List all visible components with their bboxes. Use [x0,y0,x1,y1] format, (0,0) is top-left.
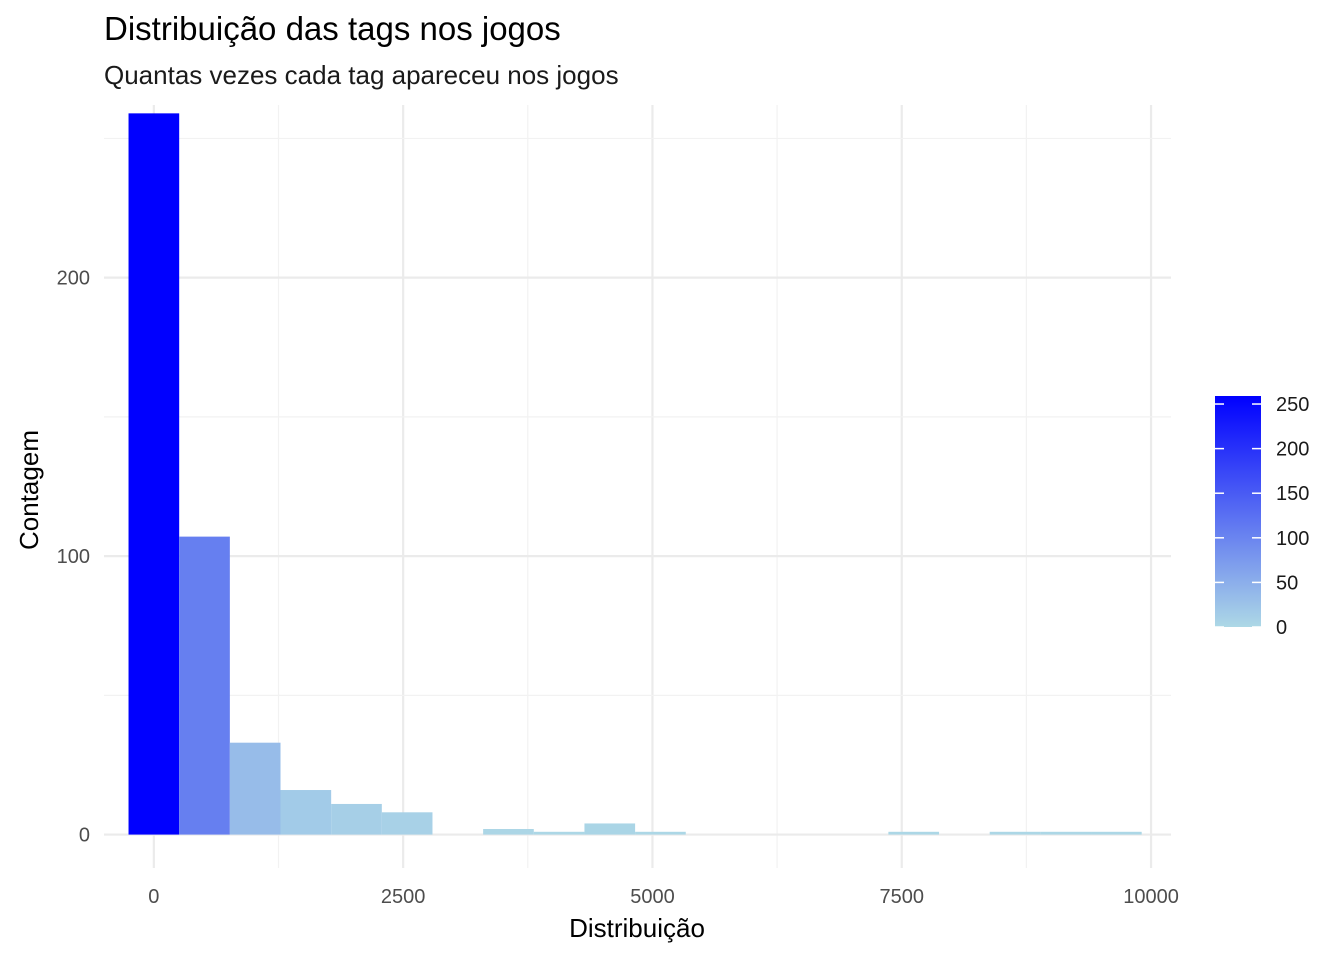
histogram-bar [1091,831,1142,835]
x-axis-ticks: 0 2500 5000 7500 10000 [148,886,1179,908]
histogram-bar [229,742,281,835]
histogram-bar [584,823,636,835]
x-axis-title: Distribuição [569,913,705,943]
histogram-bar [128,113,180,835]
chart-title: Distribuição das tags nos jogos [104,10,561,47]
y-tick-label: 200 [57,268,90,290]
legend-label: 50 [1276,572,1298,594]
color-legend: 0 50 100 150 200 250 [1215,394,1309,639]
legend-label: 150 [1276,483,1309,505]
x-tick-label: 7500 [880,886,925,908]
histogram-bar [533,831,585,835]
legend-label: 250 [1276,394,1309,416]
histogram-bar [1040,831,1092,835]
histogram-bar [989,831,1041,835]
histogram-bar [888,831,940,835]
y-tick-label: 100 [57,546,90,568]
histogram-bar [280,790,332,835]
y-axis-ticks: 0 100 200 [57,268,90,847]
bars [128,113,1142,835]
y-axis-title: Contagem [14,430,44,550]
legend-label: 0 [1276,617,1287,639]
x-tick-label: 10000 [1123,886,1179,908]
chart-subtitle: Quantas vezes cada tag apareceu nos jogo… [104,60,619,90]
histogram-bar [381,812,433,835]
histogram-bar [179,536,230,835]
histogram-bar [483,829,534,835]
x-tick-label: 0 [148,886,159,908]
y-tick-label: 0 [79,825,90,847]
x-tick-label: 5000 [630,886,675,908]
x-tick-label: 2500 [381,886,426,908]
legend-label: 100 [1276,528,1309,550]
legend-label: 200 [1276,439,1309,461]
histogram-bar [635,831,686,835]
legend-colorbar [1215,396,1261,627]
histogram-bar [331,803,382,835]
